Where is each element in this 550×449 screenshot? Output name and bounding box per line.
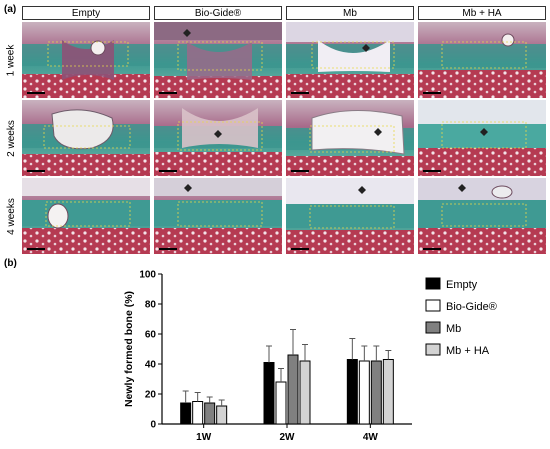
chart-legend: Empty Bio-Gide® Mb Mb + HA <box>425 277 497 357</box>
y-tick-label: 80 <box>145 300 157 311</box>
legend-label: Mb <box>446 323 461 335</box>
legend-label: Bio-Gide® <box>446 301 497 313</box>
micrograph-4w-mb-ha <box>418 178 546 254</box>
bar <box>216 405 228 425</box>
y-axis-label: Newly formed bone (%) <box>123 291 135 407</box>
micrograph-1w-mb <box>286 22 414 98</box>
bar <box>358 360 370 425</box>
micrograph-1w-mb-ha <box>418 22 546 98</box>
micrograph-2w-mb <box>286 100 414 176</box>
bar <box>346 359 358 425</box>
plot-area: 0 20 40 60 80 100 Newly formed bone (%) 1W 2W 4W <box>123 270 412 443</box>
bar <box>275 381 287 425</box>
x-tick-label: 4W <box>363 432 379 443</box>
column-header-empty: Empty <box>22 6 150 20</box>
row-label-2-weeks: 2 weeks <box>5 119 17 157</box>
bar <box>299 360 311 425</box>
bar <box>263 362 275 425</box>
legend-label: Mb + HA <box>446 345 490 357</box>
panel-a-label: (a) <box>4 4 17 15</box>
column-header-mb-ha: Mb + HA <box>418 6 546 20</box>
row-label-1-week: 1 week <box>5 44 17 76</box>
bar <box>287 354 299 425</box>
column-header-bio-gide: Bio-Gide® <box>154 6 282 20</box>
legend-swatch <box>425 321 441 334</box>
panel-b-label: (b) <box>4 258 17 269</box>
row-label-4-weeks: 4 weeks <box>5 197 17 235</box>
micrograph-2w-empty <box>22 100 150 176</box>
column-header-mb: Mb <box>286 6 414 20</box>
micrograph-2w-bio-gide <box>154 100 282 176</box>
bar <box>370 360 382 425</box>
y-tick-label: 40 <box>145 360 157 371</box>
bar <box>382 359 394 425</box>
micrograph-4w-mb <box>286 178 414 254</box>
y-tick-label: 0 <box>150 420 156 431</box>
bar <box>180 402 192 425</box>
histology-micrograph-grid <box>22 22 546 254</box>
bar <box>192 401 204 425</box>
y-tick-label: 60 <box>145 330 157 341</box>
micrograph-4w-empty <box>22 178 150 254</box>
micrograph-4w-bio-gide <box>154 178 282 254</box>
x-tick-label: 2W <box>280 432 296 443</box>
micrograph-1w-empty <box>22 22 150 98</box>
legend-swatch <box>425 299 441 312</box>
legend-label: Empty <box>446 279 478 291</box>
bar <box>204 402 216 425</box>
x-tick-label: 1W <box>196 432 212 443</box>
micrograph-1w-bio-gide <box>154 22 282 98</box>
legend-swatch <box>425 277 441 290</box>
micrograph-2w-mb-ha <box>418 100 546 176</box>
legend-swatch <box>425 343 441 356</box>
y-tick-label: 100 <box>139 270 156 281</box>
y-tick-label: 20 <box>145 390 157 401</box>
